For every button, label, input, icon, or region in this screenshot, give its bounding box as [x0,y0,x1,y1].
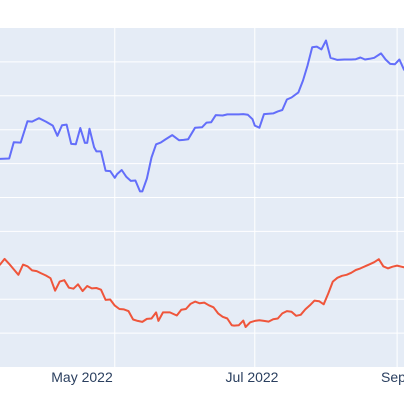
x-axis-ticks: May 2022 Jul 2022 Sep 2022 [51,369,404,385]
series-line-1 [0,39,404,193]
x-tick-label: Jul 2022 [226,369,279,385]
x-tick-label: Sep 2022 [381,369,404,385]
x-tick-label: May 2022 [51,369,113,385]
series-lines [0,39,404,328]
gridlines [0,28,404,367]
series-line-2 [0,257,404,328]
